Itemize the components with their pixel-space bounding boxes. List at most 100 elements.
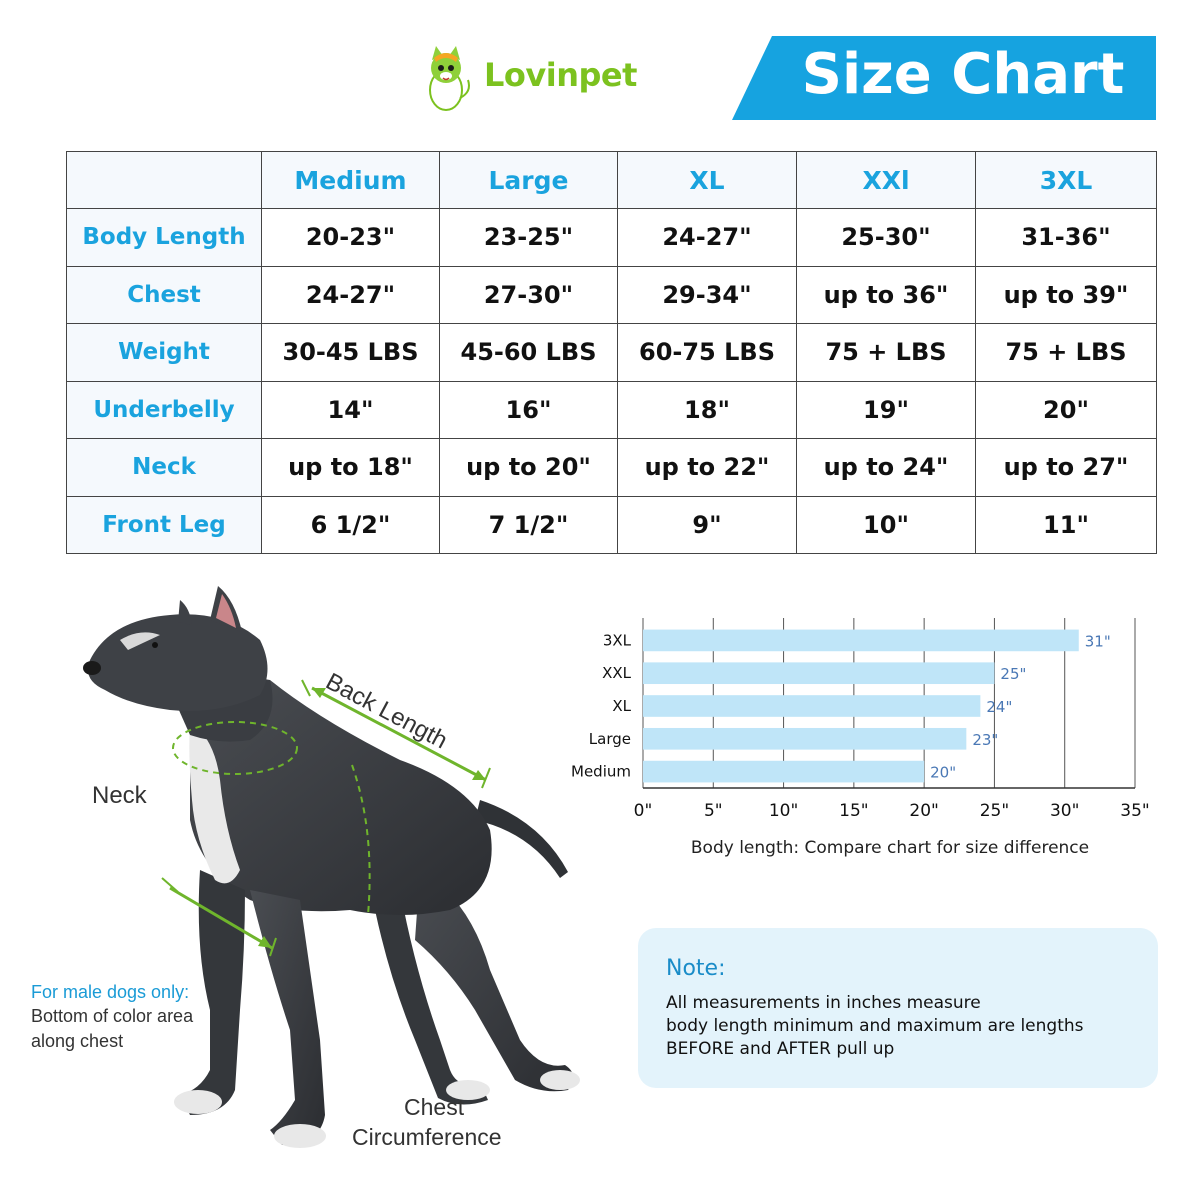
row-header: Chest — [66, 265, 262, 324]
bar-value-label: 20" — [930, 764, 956, 782]
category-label: XL — [612, 697, 631, 715]
column-header: XL — [617, 151, 797, 209]
table-cell: 45-60 LBS — [439, 323, 618, 382]
page-title: Size Chart — [801, 42, 1125, 107]
table-cell: up to 27" — [975, 438, 1157, 497]
dog-illustration — [83, 586, 580, 1148]
bar-value-label: 31" — [1085, 632, 1111, 650]
table-cell: up to 20" — [439, 438, 618, 497]
dog-eye — [152, 642, 158, 648]
x-tick-label: 35" — [1120, 801, 1149, 821]
note-line: All measurements in inches measure — [666, 993, 981, 1013]
row-header: Weight — [66, 323, 262, 382]
dog-paw — [540, 1070, 580, 1090]
chest-label: Chest — [404, 1094, 465, 1120]
table-cell: 27-30" — [439, 265, 618, 324]
chart-bar — [643, 727, 967, 750]
table-cell: 11" — [975, 495, 1157, 554]
table-cell: 24-27" — [617, 208, 797, 267]
neck-guide — [172, 721, 298, 775]
x-tick-label: 0" — [634, 801, 653, 821]
dog-ear — [178, 600, 192, 625]
x-tick-label: 5" — [704, 801, 723, 821]
dog-front-leg — [250, 890, 325, 1145]
row-header: Front Leg — [66, 495, 262, 554]
category-label: Medium — [571, 763, 631, 781]
note-line: BEFORE and AFTER pull up — [666, 1039, 895, 1059]
note-title: Note: — [666, 956, 726, 981]
bar-value-label: 23" — [972, 731, 998, 749]
table-row: Underbelly 14" 16" 18" 19" 20" — [66, 380, 1157, 439]
table-cell: 30-45 LBS — [261, 323, 440, 382]
male-note-line: along chest — [31, 1031, 124, 1051]
table-cell: 31-36" — [975, 208, 1157, 267]
body-length-bar-chart: 0" 5" 10" 15" 20" 25" 30" 35" 3XL 31" XXL 25" XL 24" L… — [571, 618, 1150, 821]
chart-bar — [643, 629, 1079, 652]
table-cell: 75 + LBS — [796, 323, 976, 382]
table-cell: 23-25" — [439, 208, 618, 267]
table-cell: up to 24" — [796, 438, 976, 497]
table-cell: 60-75 LBS — [617, 323, 797, 382]
category-label: XXL — [602, 664, 632, 682]
dog-body — [190, 680, 492, 915]
table-cell: 75 + LBS — [975, 323, 1157, 382]
size-table: Medium Large XL XXl 3XL Body Length 20-2… — [66, 151, 1157, 554]
table-cell: up to 36" — [796, 265, 976, 324]
table-cell: 6 1/2" — [261, 495, 440, 554]
dog-nose — [83, 661, 101, 675]
table-cell: 24-27" — [261, 265, 440, 324]
table-cell: 19" — [796, 380, 976, 439]
x-tick-label: 25" — [980, 801, 1009, 821]
table-row: Chest 24-27" 27-30" 29-34" up to 36" up … — [66, 265, 1157, 324]
table-cell: 29-34" — [617, 265, 797, 324]
row-header: Body Length — [66, 208, 262, 267]
underbelly-arrow — [169, 886, 273, 950]
chart-bar — [643, 695, 981, 717]
male-note-line: Bottom of color area — [31, 1006, 194, 1026]
column-header: XXl — [796, 151, 976, 209]
brand-name: Lovinpet — [484, 56, 637, 94]
table-row: Front Leg 6 1/2" 7 1/2" 9" 10" 11" — [66, 495, 1157, 554]
bar-value-label: 25" — [1000, 665, 1026, 683]
dog-hind-leg — [375, 890, 488, 1105]
row-header: Neck — [66, 438, 262, 497]
x-tick-label: 30" — [1050, 801, 1079, 821]
column-header: 3XL — [975, 151, 1157, 209]
dog-ear — [216, 594, 236, 628]
category-label: Large — [589, 730, 631, 748]
table-cell: 18" — [617, 380, 797, 439]
table-cell: up to 18" — [261, 438, 440, 497]
chart-bar — [643, 760, 925, 783]
lovinpet-logo — [429, 46, 470, 111]
table-cell: 10" — [796, 495, 976, 554]
table-cell: 20" — [975, 380, 1157, 439]
table-cell: 16" — [439, 380, 618, 439]
chest-guide — [351, 764, 371, 916]
x-tick-label: 10" — [769, 801, 798, 821]
chart-caption: Body length: Compare chart for size diff… — [690, 838, 1090, 858]
column-header: Medium — [261, 151, 440, 209]
x-tick-label: 20" — [909, 801, 938, 821]
table-cell: 25-30" — [796, 208, 976, 267]
dog-hind-leg — [415, 870, 574, 1092]
table-row: Body Length 20-23" 23-25" 24-27" 25-30" … — [66, 208, 1157, 267]
table-cell: 7 1/2" — [439, 495, 618, 554]
table-cell: up to 39" — [975, 265, 1157, 324]
dog-paw — [174, 1090, 222, 1114]
dog-tail — [475, 800, 568, 878]
table-cell: 14" — [261, 380, 440, 439]
category-label: 3XL — [603, 631, 632, 649]
table-row: Neck up to 18" up to 20" up to 22" up to… — [66, 438, 1157, 497]
note-line: body length minimum and maximum are leng… — [666, 1016, 1084, 1036]
row-header: Underbelly — [66, 380, 262, 439]
male-note-title: For male dogs only: — [31, 982, 190, 1002]
neck-label: Neck — [92, 782, 147, 809]
dog-blaze — [120, 632, 160, 650]
note-box — [638, 928, 1158, 1088]
table-corner — [66, 151, 262, 209]
table-header-row: Medium Large XL XXl 3XL — [66, 151, 1157, 209]
title-banner — [732, 36, 1156, 120]
bar-value-label: 24" — [986, 698, 1012, 716]
table-cell: 20-23" — [261, 208, 440, 267]
back-length-arrow — [311, 686, 487, 782]
